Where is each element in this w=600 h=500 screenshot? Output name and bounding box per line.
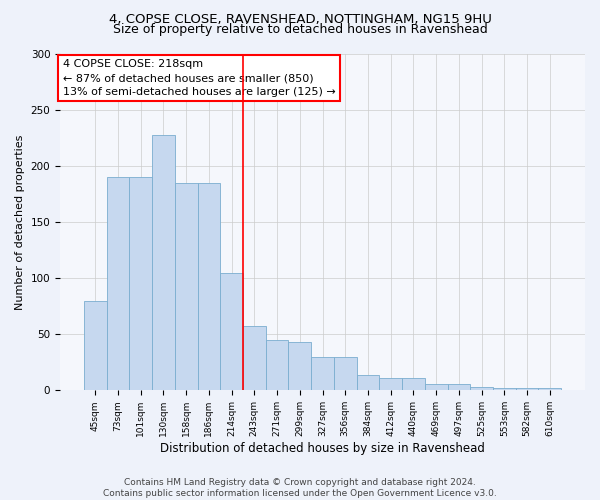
Bar: [175, 183, 197, 390]
Bar: [266, 340, 289, 390]
Y-axis label: Number of detached properties: Number of detached properties: [15, 134, 25, 310]
Bar: [379, 378, 402, 390]
Text: Contains HM Land Registry data © Crown copyright and database right 2024.
Contai: Contains HM Land Registry data © Crown c…: [103, 478, 497, 498]
Bar: [402, 378, 425, 390]
Bar: [130, 178, 152, 390]
Bar: [197, 183, 220, 390]
X-axis label: Distribution of detached houses by size in Ravenshead: Distribution of detached houses by size …: [160, 442, 485, 455]
Text: 4 COPSE CLOSE: 218sqm
← 87% of detached houses are smaller (850)
13% of semi-det: 4 COPSE CLOSE: 218sqm ← 87% of detached …: [62, 59, 335, 97]
Bar: [220, 272, 243, 390]
Bar: [515, 388, 538, 390]
Text: 4, COPSE CLOSE, RAVENSHEAD, NOTTINGHAM, NG15 9HU: 4, COPSE CLOSE, RAVENSHEAD, NOTTINGHAM, …: [109, 12, 491, 26]
Bar: [538, 388, 561, 390]
Bar: [84, 300, 107, 390]
Bar: [107, 178, 130, 390]
Bar: [493, 388, 515, 390]
Text: Size of property relative to detached houses in Ravenshead: Size of property relative to detached ho…: [113, 22, 487, 36]
Bar: [152, 134, 175, 390]
Bar: [470, 387, 493, 390]
Bar: [356, 374, 379, 390]
Bar: [243, 326, 266, 390]
Bar: [334, 356, 356, 390]
Bar: [425, 384, 448, 390]
Bar: [448, 384, 470, 390]
Bar: [289, 342, 311, 390]
Bar: [311, 356, 334, 390]
